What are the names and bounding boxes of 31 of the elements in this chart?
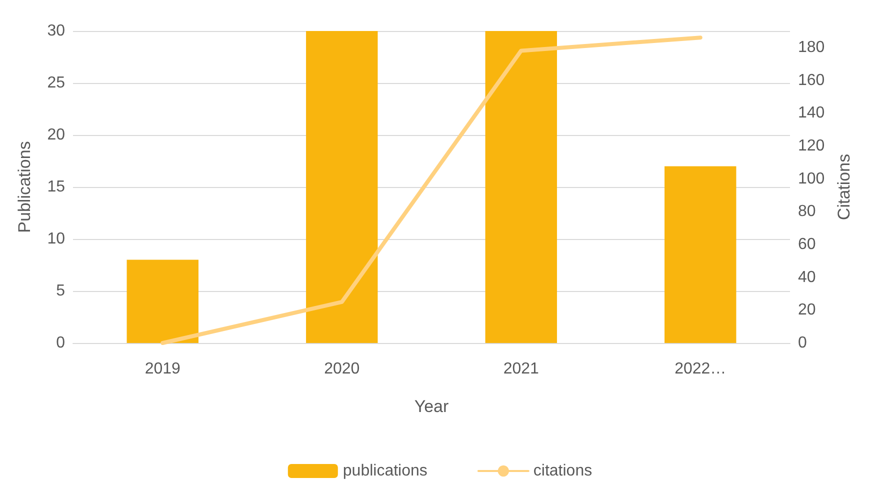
y-tick-label: 20 — [47, 126, 66, 144]
y2-tick-label: 140 — [798, 104, 825, 122]
y2-tick-label: 160 — [798, 72, 825, 89]
x-tick-label: 2020 — [324, 360, 360, 378]
y2-tick-label: 180 — [798, 38, 825, 56]
bar — [664, 166, 736, 343]
y2-tick-label: 20 — [798, 302, 816, 319]
y2-tick-label: 120 — [798, 137, 825, 154]
y-tick-label: 0 — [56, 334, 66, 352]
line-series — [160, 36, 702, 345]
y2-tick-label: 100 — [798, 170, 825, 188]
bar — [485, 31, 557, 343]
x-tick-label: 2019 — [144, 360, 181, 378]
y2-axis-title: Citations — [834, 154, 854, 220]
bar — [126, 260, 198, 343]
x-tick-label: 2021 — [503, 360, 540, 378]
y-tick-label: 10 — [47, 230, 66, 248]
y-tick-label: 5 — [56, 282, 66, 300]
y2-tick-label: 80 — [798, 203, 816, 220]
y-tick-label: 30 — [47, 22, 66, 40]
y2-tick-label: 60 — [798, 236, 816, 253]
legend-label: citations — [533, 462, 592, 480]
y-axis-title: Publications — [15, 141, 34, 233]
bar — [306, 31, 378, 343]
x-axis-title: Year — [414, 397, 450, 416]
y2-tick-label: 0 — [798, 334, 807, 352]
legend-label: publications — [342, 462, 428, 480]
y-tick-label: 25 — [47, 74, 66, 92]
y2-tick-label: 40 — [798, 268, 816, 286]
x-tick-label: 2022… — [674, 360, 726, 378]
y-tick-label: 15 — [47, 178, 66, 196]
